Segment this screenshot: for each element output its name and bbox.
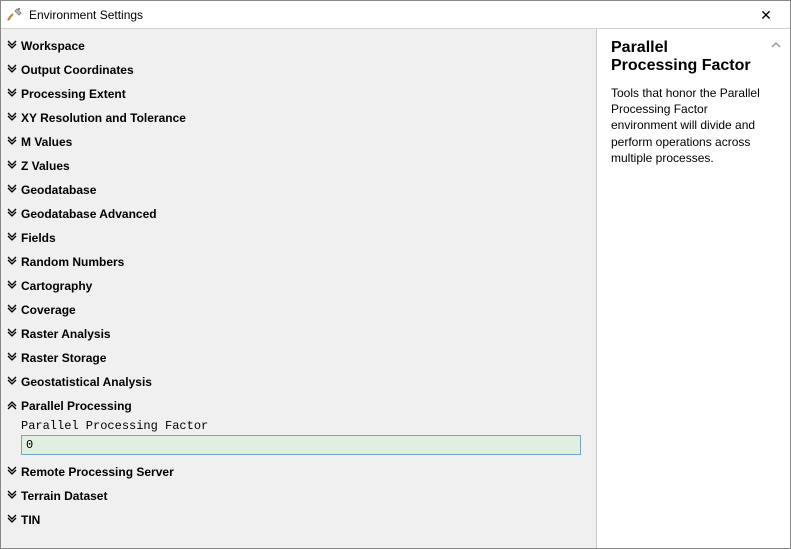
section-header[interactable]: Fields xyxy=(5,227,592,249)
section: TIN xyxy=(5,509,592,531)
section-header[interactable]: Geodatabase xyxy=(5,179,592,201)
chevron-down-icon xyxy=(7,136,21,149)
environment-settings-window: Environment Settings ✕ Workspace Output C… xyxy=(0,0,791,549)
section-header[interactable]: Geostatistical Analysis xyxy=(5,371,592,393)
settings-pane: Workspace Output Coordinates Processing Ex… xyxy=(1,29,597,548)
chevron-down-icon xyxy=(7,280,21,293)
section: Coverage xyxy=(5,299,592,321)
section: Remote Processing Server xyxy=(5,461,592,483)
section-label: Remote Processing Server xyxy=(21,465,174,479)
chevron-down-icon xyxy=(7,352,21,365)
section: Raster Storage xyxy=(5,347,592,369)
section-body: Parallel Processing Factor xyxy=(5,417,592,459)
section-label: Geostatistical Analysis xyxy=(21,375,152,389)
chevron-down-icon xyxy=(7,208,21,221)
chevron-down-icon xyxy=(7,40,21,53)
chevron-down-icon xyxy=(7,112,21,125)
section: Parallel Processing Parallel Processing F… xyxy=(5,395,592,459)
chevron-down-icon xyxy=(7,256,21,269)
section-header[interactable]: Cartography xyxy=(5,275,592,297)
section-label: Raster Storage xyxy=(21,351,106,365)
section-label: Z Values xyxy=(21,159,70,173)
section-label: Raster Analysis xyxy=(21,327,111,341)
chevron-down-icon xyxy=(7,160,21,173)
section-label: TIN xyxy=(21,513,40,527)
chevron-down-icon xyxy=(7,64,21,77)
section-label: Geodatabase xyxy=(21,183,96,197)
chevron-up-icon xyxy=(7,400,21,413)
close-button[interactable]: ✕ xyxy=(748,1,784,29)
section-header[interactable]: Random Numbers xyxy=(5,251,592,273)
section-header[interactable]: TIN xyxy=(5,509,592,531)
window-body: Workspace Output Coordinates Processing Ex… xyxy=(1,29,790,548)
section-header[interactable]: XY Resolution and Tolerance xyxy=(5,107,592,129)
section-label: Workspace xyxy=(21,39,85,53)
section-label: Cartography xyxy=(21,279,92,293)
section-header[interactable]: Remote Processing Server xyxy=(5,461,592,483)
section-label: Random Numbers xyxy=(21,255,124,269)
section: Fields xyxy=(5,227,592,249)
section: Output Coordinates xyxy=(5,59,592,81)
section: Processing Extent xyxy=(5,83,592,105)
section-label: Terrain Dataset xyxy=(21,489,107,503)
section-header[interactable]: Terrain Dataset xyxy=(5,485,592,507)
titlebar: Environment Settings ✕ xyxy=(1,1,790,29)
section-label: Geodatabase Advanced xyxy=(21,207,157,221)
help-body: Tools that honor the Parallel Processing… xyxy=(611,85,776,166)
section: XY Resolution and Tolerance xyxy=(5,107,592,129)
section: Terrain Dataset xyxy=(5,485,592,507)
section-label: M Values xyxy=(21,135,72,149)
section: M Values xyxy=(5,131,592,153)
section-label: Processing Extent xyxy=(21,87,126,101)
section: Cartography xyxy=(5,275,592,297)
section-header[interactable]: Workspace xyxy=(5,35,592,57)
app-icon xyxy=(7,7,23,23)
section-header[interactable]: Geodatabase Advanced xyxy=(5,203,592,225)
section-label: XY Resolution and Tolerance xyxy=(21,111,186,125)
section-header[interactable]: Output Coordinates xyxy=(5,59,592,81)
section-header[interactable]: Parallel Processing xyxy=(5,395,592,417)
chevron-down-icon xyxy=(7,514,21,527)
section-header[interactable]: Z Values xyxy=(5,155,592,177)
section: Geodatabase xyxy=(5,179,592,201)
section: Geostatistical Analysis xyxy=(5,371,592,393)
help-title: Parallel Processing Factor xyxy=(611,39,776,75)
section-header[interactable]: Coverage xyxy=(5,299,592,321)
section: Raster Analysis xyxy=(5,323,592,345)
chevron-down-icon xyxy=(7,88,21,101)
section-header[interactable]: M Values xyxy=(5,131,592,153)
section-header[interactable]: Processing Extent xyxy=(5,83,592,105)
chevron-down-icon xyxy=(7,466,21,479)
section: Z Values xyxy=(5,155,592,177)
section: Random Numbers xyxy=(5,251,592,273)
field-label: Parallel Processing Factor xyxy=(21,419,592,433)
chevron-down-icon xyxy=(7,232,21,245)
parallel-processing-factor-input[interactable] xyxy=(21,435,581,455)
chevron-down-icon xyxy=(7,184,21,197)
section-header[interactable]: Raster Storage xyxy=(5,347,592,369)
section-label: Output Coordinates xyxy=(21,63,134,77)
section-header[interactable]: Raster Analysis xyxy=(5,323,592,345)
window-title: Environment Settings xyxy=(29,8,748,22)
chevron-down-icon xyxy=(7,376,21,389)
section-label: Fields xyxy=(21,231,56,245)
help-collapse-icon[interactable] xyxy=(770,39,782,54)
section-label: Coverage xyxy=(21,303,76,317)
section: Geodatabase Advanced xyxy=(5,203,592,225)
section-label: Parallel Processing xyxy=(21,399,132,413)
help-pane: Parallel Processing Factor Tools that ho… xyxy=(597,29,790,548)
section: Workspace xyxy=(5,35,592,57)
chevron-down-icon xyxy=(7,328,21,341)
chevron-down-icon xyxy=(7,304,21,317)
chevron-down-icon xyxy=(7,490,21,503)
